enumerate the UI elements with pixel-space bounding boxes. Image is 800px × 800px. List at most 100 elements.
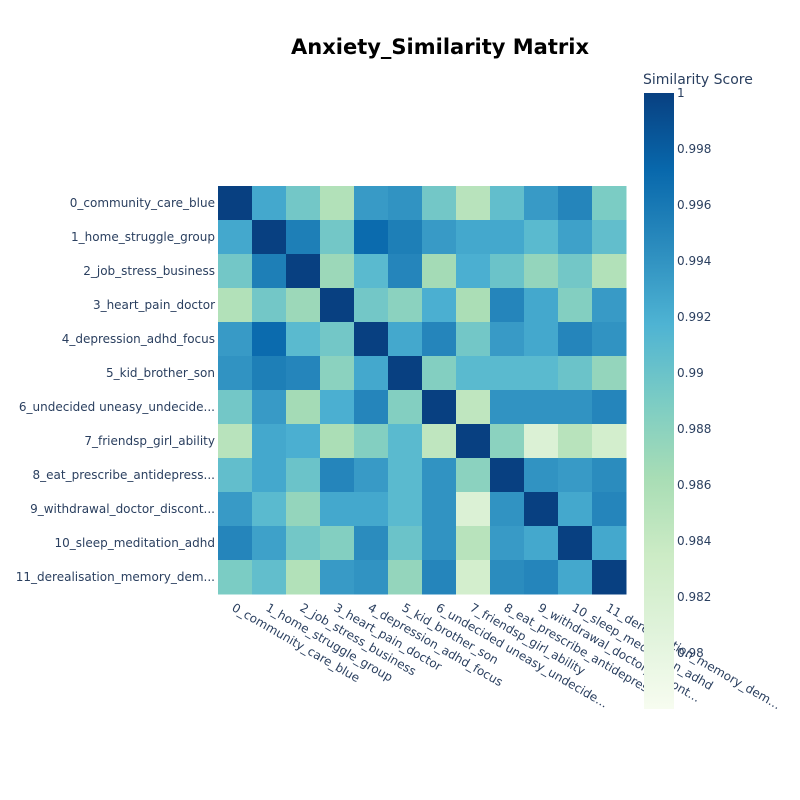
heatmap-cell <box>456 254 491 289</box>
heatmap-cell <box>456 526 491 561</box>
heatmap-cell <box>252 424 287 459</box>
heatmap-cell <box>286 526 321 561</box>
y-tick-label: 5_kid_brother_son <box>106 366 215 380</box>
heatmap-cell <box>490 288 525 323</box>
heatmap-cell <box>422 560 457 595</box>
heatmap-cell <box>558 458 593 493</box>
heatmap-cell <box>252 492 287 527</box>
heatmap-cell <box>218 492 253 527</box>
y-tick-label: 4_depression_adhd_focus <box>62 332 215 346</box>
heatmap-cell <box>320 254 355 289</box>
heatmap-cell <box>218 322 253 357</box>
heatmap-cell <box>456 492 491 527</box>
heatmap-cell <box>524 220 559 255</box>
y-tick-label: 0_community_care_blue <box>70 196 215 210</box>
heatmap-cell <box>558 390 593 425</box>
heatmap-cell <box>320 526 355 561</box>
heatmap-cell <box>524 492 559 527</box>
heatmap-cell <box>354 424 389 459</box>
heatmap-cell <box>286 186 321 221</box>
heatmap-cell <box>320 458 355 493</box>
y-tick-label: 1_home_struggle_group <box>71 230 215 244</box>
colorbar-title: Similarity Score <box>643 72 753 88</box>
heatmap-cell <box>592 356 627 391</box>
heatmap-cell <box>490 526 525 561</box>
heatmap-cell <box>558 220 593 255</box>
heatmap-cell <box>592 390 627 425</box>
heatmap-cell <box>388 424 423 459</box>
heatmap-cell <box>354 322 389 357</box>
heatmap-cell <box>490 356 525 391</box>
y-tick-label: 11_derealisation_memory_dem... <box>16 570 215 584</box>
heatmap-cell <box>286 492 321 527</box>
heatmap-cell <box>558 424 593 459</box>
heatmap-cell <box>286 322 321 357</box>
heatmap-cell <box>592 220 627 255</box>
heatmap-cell <box>252 458 287 493</box>
heatmap-cell <box>388 560 423 595</box>
heatmap-cell <box>490 458 525 493</box>
heatmap-cell <box>592 288 627 323</box>
heatmap-cell <box>558 322 593 357</box>
heatmap-cell <box>252 254 287 289</box>
heatmap-cell <box>490 220 525 255</box>
heatmap-cell <box>422 288 457 323</box>
heatmap-cell <box>524 458 559 493</box>
heatmap-cell <box>252 526 287 561</box>
colorbar-tick-label: 0.996 <box>677 198 711 212</box>
heatmap-cell <box>388 356 423 391</box>
y-axis-tick-labels: 0_community_care_blue 1_home_struggle_gro… <box>16 196 215 584</box>
heatmap-cell <box>354 458 389 493</box>
heatmap-cell <box>456 322 491 357</box>
heatmap-cell <box>456 288 491 323</box>
heatmap-cell <box>320 492 355 527</box>
heatmap-cell <box>456 356 491 391</box>
y-tick-label: 10_sleep_meditation_adhd <box>55 536 216 550</box>
colorbar-tick-label: 0.988 <box>677 422 711 436</box>
heatmap-cell <box>388 390 423 425</box>
heatmap-cell <box>320 356 355 391</box>
heatmap-cell <box>354 356 389 391</box>
heatmap-cell <box>490 186 525 221</box>
heatmap-cell <box>456 220 491 255</box>
heatmap-cell <box>388 288 423 323</box>
heatmap-cell <box>354 288 389 323</box>
heatmap-cell <box>422 458 457 493</box>
heatmap-cell <box>388 220 423 255</box>
y-tick-label: 2_job_stress_business <box>83 264 215 278</box>
heatmap-cell <box>524 526 559 561</box>
heatmap-cell <box>490 492 525 527</box>
heatmap-cell <box>218 356 253 391</box>
heatmap-cell <box>422 390 457 425</box>
heatmap-cell <box>592 254 627 289</box>
heatmap-cell <box>558 288 593 323</box>
heatmap-cell <box>422 492 457 527</box>
heatmap-cell <box>354 186 389 221</box>
heatmap-cell <box>422 356 457 391</box>
heatmap-cell <box>558 526 593 561</box>
heatmap-cell <box>558 492 593 527</box>
heatmap-cell <box>286 390 321 425</box>
heatmap-cell <box>592 560 627 595</box>
heatmap-cell <box>388 492 423 527</box>
colorbar-tick-label: 0.986 <box>677 478 711 492</box>
colorbar-tick-label: 0.98 <box>677 646 704 660</box>
colorbar-tick-label: 1 <box>677 86 685 100</box>
heatmap-cell <box>524 254 559 289</box>
y-tick-label: 3_heart_pain_doctor <box>93 298 215 312</box>
heatmap-cell <box>524 186 559 221</box>
heatmap-cell <box>490 322 525 357</box>
heatmap-cell <box>456 390 491 425</box>
heatmap-cell <box>252 356 287 391</box>
heatmap-cell <box>422 186 457 221</box>
heatmap-cell <box>422 254 457 289</box>
heatmap-cell <box>456 458 491 493</box>
heatmap-cell <box>354 254 389 289</box>
heatmap-cell <box>388 186 423 221</box>
heatmap-cell <box>218 254 253 289</box>
heatmap-cell <box>252 220 287 255</box>
colorbar-tick-labels: 1 0.998 0.996 0.994 0.992 0.99 0.988 0.986 0.984… <box>677 86 711 660</box>
heatmap-cell <box>456 560 491 595</box>
heatmap-cell <box>354 220 389 255</box>
heatmap-cell <box>388 322 423 357</box>
